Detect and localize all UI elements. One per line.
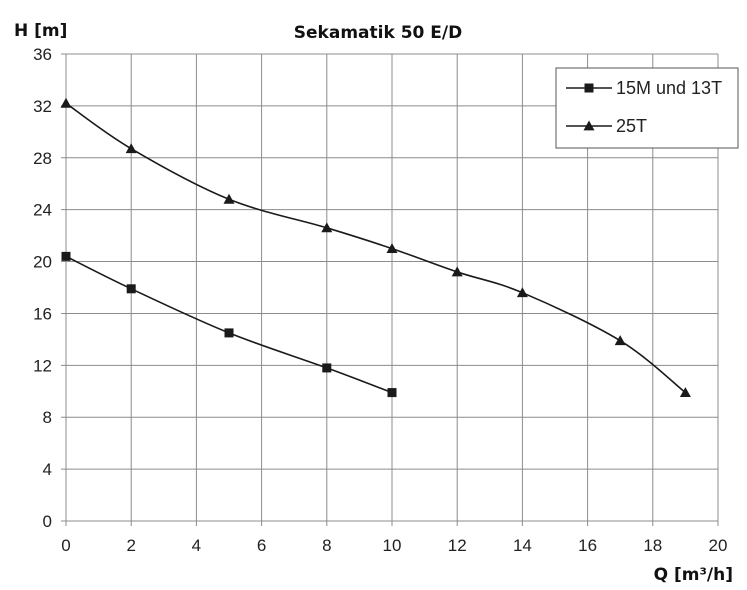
x-tick-label: 14: [513, 536, 532, 555]
data-point: [386, 243, 398, 253]
y-tick-label: 24: [33, 201, 52, 220]
series-group: [60, 97, 691, 398]
x-tick-label: 8: [322, 536, 331, 555]
data-point: [451, 266, 463, 277]
y-tick-label: 16: [33, 304, 52, 323]
y-tick-label: 28: [33, 149, 52, 168]
chart-title: Sekamatik 50 E/D: [294, 23, 462, 43]
y-tick-label: 4: [43, 460, 52, 479]
series-line: [65, 255, 393, 394]
x-tick-label: 0: [61, 536, 70, 555]
data-point: [321, 222, 333, 233]
y-tick-label: 36: [33, 45, 52, 64]
data-point: [224, 328, 234, 338]
data-point: [614, 335, 626, 346]
data-point: [60, 97, 72, 108]
legend: 15M und 13T 25T: [555, 67, 739, 149]
y-tick-label: 20: [33, 253, 52, 272]
legend-item: 15M und 13T: [566, 78, 722, 98]
data-point: [387, 388, 397, 398]
x-tick-label: 10: [383, 536, 402, 555]
data-point: [125, 143, 137, 154]
x-tick-label: 16: [578, 536, 597, 555]
data-point: [679, 387, 691, 397]
x-tick-label: 18: [643, 536, 662, 555]
data-point: [516, 287, 528, 298]
y-tick-label: 8: [43, 408, 52, 427]
x-axis-label: Q [m³/h]: [654, 565, 733, 585]
legend-label: 15M und 13T: [616, 78, 722, 98]
legend-marker: [583, 120, 595, 131]
x-tick-label: 2: [126, 536, 135, 555]
series-0: [61, 251, 397, 398]
x-tick-label: 12: [448, 536, 467, 555]
y-tick-label: 32: [33, 97, 52, 116]
y-axis-label: H [m]: [14, 21, 67, 41]
x-tick-label: 6: [257, 536, 266, 555]
data-point: [223, 193, 235, 204]
data-point: [61, 251, 71, 261]
legend-box: [555, 67, 739, 149]
x-tick-label: 4: [192, 536, 201, 555]
y-tick-label: 12: [33, 356, 52, 375]
data-point: [126, 284, 136, 294]
x-tick-label: 20: [709, 536, 728, 555]
legend-label: 25T: [616, 116, 647, 136]
legend-item: 25T: [566, 116, 647, 136]
series-1: [60, 97, 691, 397]
data-point: [322, 363, 332, 373]
y-tick-label: 0: [43, 512, 52, 531]
legend-marker: [584, 83, 594, 93]
